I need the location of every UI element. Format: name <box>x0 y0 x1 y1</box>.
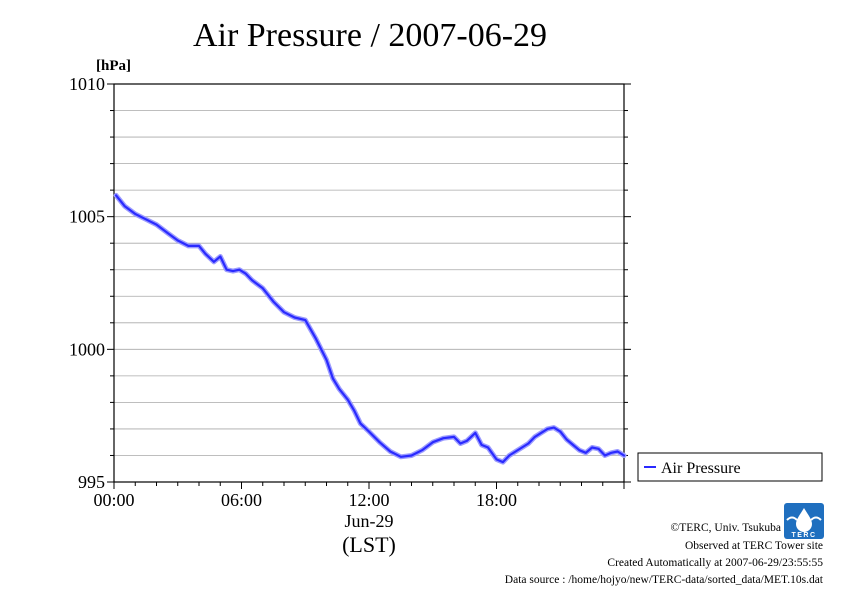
data-point <box>219 255 222 258</box>
created-time-text: Created Automatically at 2007-06-29/23:5… <box>607 557 823 569</box>
data-point <box>400 456 402 458</box>
data-point <box>293 316 296 319</box>
y-axis-ticks: 995 1000 1005 1010 <box>69 74 631 492</box>
data-point <box>495 458 498 461</box>
data-point <box>187 245 190 247</box>
data-point <box>115 194 117 197</box>
series-halo-0 <box>113 192 627 465</box>
y-axis-unit-label: [hPa] <box>96 58 131 74</box>
logo-drop-icon <box>796 508 812 532</box>
data-point <box>508 454 511 457</box>
data-point <box>145 218 147 221</box>
y-tick-label: 1010 <box>69 74 105 94</box>
legend-box <box>637 452 823 482</box>
data-point <box>421 449 423 452</box>
data-point <box>453 436 455 438</box>
data-point <box>213 261 215 263</box>
data-point <box>585 452 587 454</box>
data-point <box>459 442 462 445</box>
data-point <box>225 268 228 271</box>
y-tick-label: 1005 <box>69 207 105 227</box>
data-point <box>315 337 317 340</box>
data-point <box>232 270 234 272</box>
logo-text: TERC <box>791 532 816 539</box>
data-source-text: Data source : /home/hojyo/new/TERC-data/… <box>505 574 824 586</box>
x-axis-date-label: Jun-29 <box>345 511 394 531</box>
data-point <box>262 287 264 290</box>
plot-frame <box>113 83 625 483</box>
data-point <box>283 311 285 314</box>
legend-entry-air-pressure: Air Pressure <box>661 460 741 477</box>
data-point <box>604 454 606 457</box>
data-point <box>616 450 619 453</box>
x-axis-timezone-label: (LST) <box>342 532 396 557</box>
data-point <box>527 442 530 445</box>
copyright-text: ©TERC, Univ. Tsukuba <box>671 522 781 534</box>
data-point <box>134 213 137 215</box>
data-point <box>155 223 158 226</box>
data-point <box>610 452 613 454</box>
data-point <box>553 426 555 429</box>
x-tick-label: 18:00 <box>476 490 517 510</box>
data-point <box>272 300 275 303</box>
data-point <box>514 450 517 453</box>
x-tick-label: 12:00 <box>348 490 389 510</box>
y-tick-label: 1000 <box>69 339 105 359</box>
data-point <box>534 436 536 438</box>
data-point <box>597 448 600 450</box>
data-point <box>502 461 504 463</box>
data-point <box>123 205 126 207</box>
data-point <box>540 432 542 434</box>
data-point <box>347 398 349 401</box>
data-point <box>565 438 568 441</box>
data-point <box>198 245 200 247</box>
grid-lines <box>114 110 624 456</box>
x-axis-ticks: 00:00 06:00 12:00 18:00 <box>93 482 625 510</box>
data-point <box>572 444 574 446</box>
data-point <box>325 359 328 361</box>
data-point <box>204 253 207 255</box>
data-point <box>559 430 562 433</box>
series-line-air-pressure <box>115 194 626 464</box>
data-point <box>251 279 253 282</box>
data-point <box>332 377 334 380</box>
data-point <box>487 446 489 449</box>
data-point <box>353 409 355 412</box>
data-point <box>466 440 468 442</box>
legend: Air Pressure <box>637 452 823 482</box>
data-point <box>359 422 362 425</box>
data-point <box>378 441 381 444</box>
data-point <box>442 437 445 440</box>
logo-wave-icon <box>786 516 822 521</box>
chart-title: Air Pressure / 2007-06-29 <box>193 17 547 54</box>
data-point <box>177 239 179 242</box>
data-point <box>474 432 477 434</box>
data-point <box>368 430 370 433</box>
data-point <box>238 268 241 271</box>
data-point <box>591 446 593 449</box>
observed-site-text: Observed at TERC Tower site <box>685 540 823 552</box>
data-point <box>410 454 413 457</box>
data-point <box>480 444 483 446</box>
data-point <box>623 454 625 457</box>
data-point <box>166 231 168 234</box>
data-point <box>521 446 523 449</box>
data-point <box>432 441 434 444</box>
data-point <box>245 272 247 275</box>
terc-logo: TERC <box>784 503 824 539</box>
data-point <box>389 450 392 453</box>
data-point <box>578 449 581 452</box>
y-tick-label: 995 <box>78 472 105 492</box>
x-tick-label: 00:00 <box>93 490 134 510</box>
data-point <box>546 428 549 430</box>
series-layer <box>113 192 627 465</box>
data-point <box>338 388 341 390</box>
x-tick-label: 06:00 <box>221 490 262 510</box>
data-point <box>304 319 307 321</box>
